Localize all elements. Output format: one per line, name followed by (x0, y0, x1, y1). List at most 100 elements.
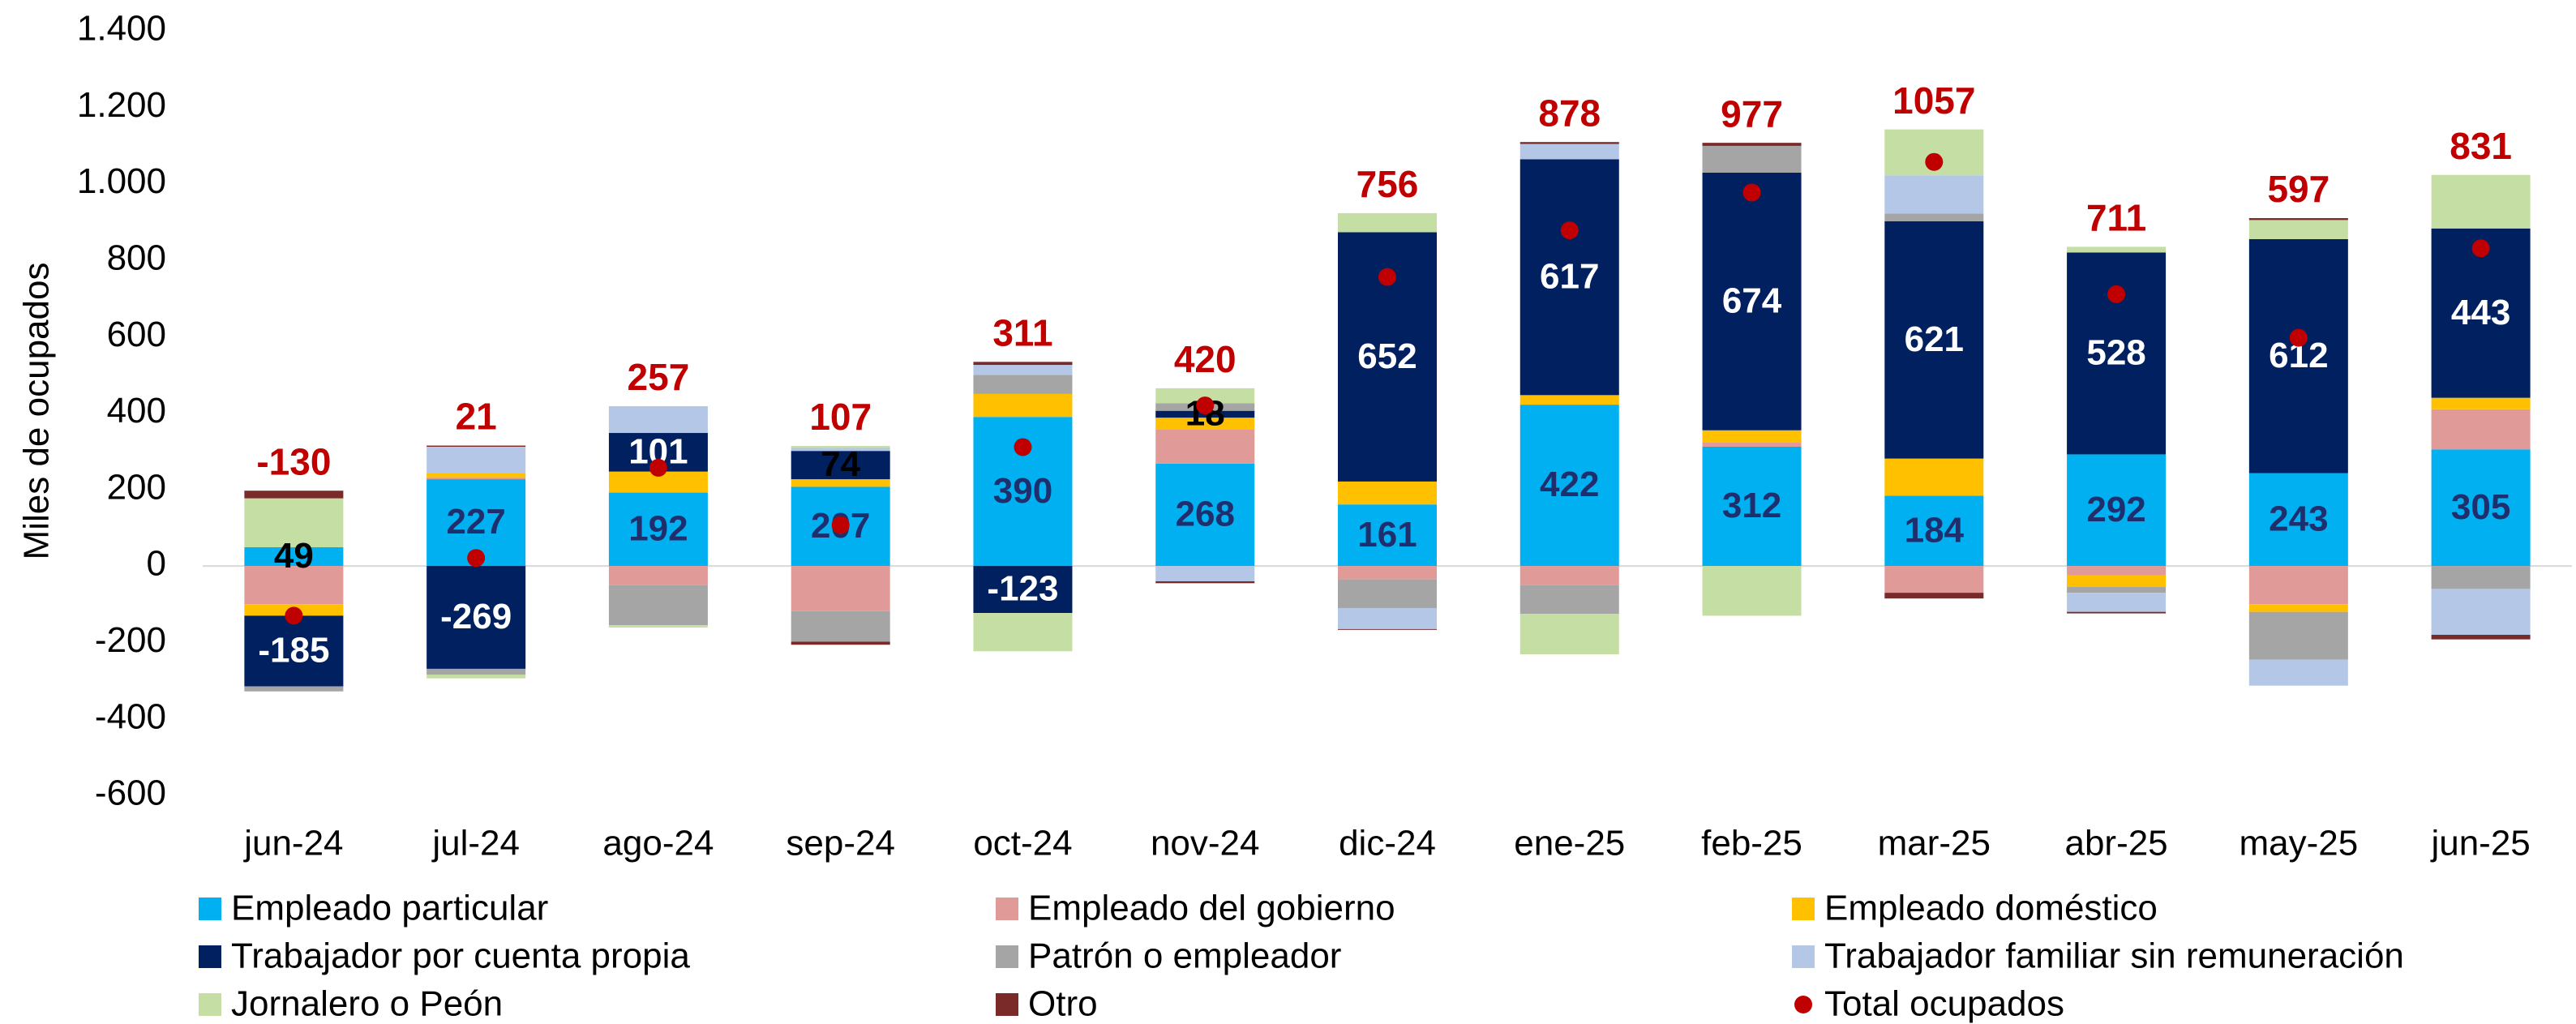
x-tick-label: jun-24 (242, 824, 343, 863)
bar-segment (1702, 172, 1802, 431)
data-label: 422 (1540, 465, 1599, 504)
bar-segment (244, 546, 344, 567)
total-label: 711 (2086, 197, 2146, 239)
bar-segment (1702, 442, 1802, 447)
bar-segment (1155, 581, 1255, 584)
bar-segment (1338, 579, 1437, 608)
total-dot (1014, 438, 1032, 456)
y-tick-label: 1.200 (77, 85, 166, 125)
bar-segment (2248, 566, 2348, 605)
bar-segment (2067, 246, 2167, 253)
bar-segment (1155, 388, 1255, 404)
bar-segment (1338, 504, 1437, 567)
bar-segment (1155, 418, 1255, 430)
bar-segment (1519, 405, 1619, 567)
bar-segment (1702, 145, 1802, 173)
bar-segment (2067, 587, 2167, 593)
bar-segment (1884, 495, 1984, 567)
total-dot (1560, 221, 1579, 240)
bar-segment (973, 362, 1073, 366)
total-dot (1378, 268, 1396, 286)
bar-segment (244, 566, 344, 605)
y-tick-label: -400 (95, 696, 166, 736)
x-tick-label: may-25 (2239, 824, 2358, 863)
x-tick-label: jun-25 (2429, 824, 2530, 863)
data-label: 617 (1540, 257, 1599, 297)
data-label: 390 (993, 471, 1052, 511)
bar-segment (791, 448, 890, 452)
legend-swatch (199, 945, 221, 968)
total-label: 107 (809, 396, 872, 438)
bar-segment (2067, 566, 2167, 576)
legend-label: Empleado particular (231, 889, 548, 928)
bar-segment (426, 445, 526, 447)
total-label: 977 (1721, 92, 1783, 135)
data-label: 243 (2269, 499, 2328, 538)
total-dot (649, 458, 667, 477)
bar-segment (244, 498, 344, 547)
x-tick-label: sep-24 (786, 824, 895, 863)
bar-segment (244, 686, 344, 692)
bar-segment (1702, 446, 1802, 567)
bar-segment (1338, 481, 1437, 505)
data-label: 49 (274, 536, 314, 576)
total-dot (1196, 396, 1215, 415)
bar-segment (1338, 607, 1437, 629)
legend-swatch (199, 898, 221, 920)
bar-segment (2431, 589, 2531, 635)
data-label: 312 (1722, 486, 1781, 525)
bar-segment (1519, 144, 1619, 160)
bar-segment (2067, 593, 2167, 612)
legend-label: Trabajador familiar sin remuneración (1824, 936, 2404, 976)
bar-segment (608, 492, 708, 567)
legend-label: Total ocupados (1824, 984, 2064, 1024)
data-label: 161 (1357, 515, 1417, 555)
data-label: 674 (1722, 281, 1782, 320)
bar-segment (1702, 430, 1802, 443)
bar-segment (2431, 174, 2531, 229)
bar-segment (2248, 659, 2348, 686)
legend-swatch (996, 993, 1018, 1016)
total-label: -130 (256, 440, 331, 482)
y-tick-label: 1.000 (77, 161, 166, 201)
bar-segment (1338, 212, 1437, 233)
y-axis-title: Miles de ocupados (17, 263, 57, 560)
total-dot (831, 516, 850, 534)
bar-segment (1155, 566, 1255, 581)
bar-segment (244, 491, 344, 499)
x-tick-label: ago-24 (602, 824, 714, 863)
bar-segment (2067, 611, 2167, 614)
y-tick-label: -200 (95, 620, 166, 660)
legend-label: Otro (1028, 984, 1098, 1024)
total-label: 756 (1357, 163, 1419, 205)
legend-label: Empleado doméstico (1824, 889, 2158, 928)
bar-segment (2067, 575, 2167, 588)
data-label: 305 (2451, 487, 2510, 527)
data-label: -123 (987, 569, 1058, 609)
data-label: -269 (440, 597, 512, 636)
bar-segment (2248, 611, 2348, 660)
bar-segment (2431, 409, 2531, 450)
data-label: 292 (2086, 490, 2145, 529)
total-label: 597 (2267, 168, 2330, 210)
bar-segment (2067, 454, 2167, 567)
bar-segment (791, 451, 890, 480)
bar-segment (1519, 585, 1619, 615)
bar-segment (1884, 593, 1984, 599)
total-dot (2289, 328, 2308, 347)
y-tick-label: -600 (95, 773, 166, 813)
bar-segment (1884, 458, 1984, 496)
bar-segment (791, 566, 890, 611)
bar-segment (426, 566, 526, 669)
legend-label: Patrón o empleador (1028, 936, 1341, 976)
data-label: 192 (628, 508, 688, 548)
bar-segment (426, 446, 526, 473)
bar-segment (1338, 628, 1437, 630)
bar-segment (2248, 218, 2348, 221)
data-label: 268 (1176, 495, 1235, 534)
legend-label: Empleado del gobierno (1028, 889, 1395, 928)
legend-swatch (199, 993, 221, 1016)
bar-segment (1702, 566, 1802, 616)
total-dot (2107, 285, 2126, 303)
y-tick-label: 0 (147, 544, 166, 584)
